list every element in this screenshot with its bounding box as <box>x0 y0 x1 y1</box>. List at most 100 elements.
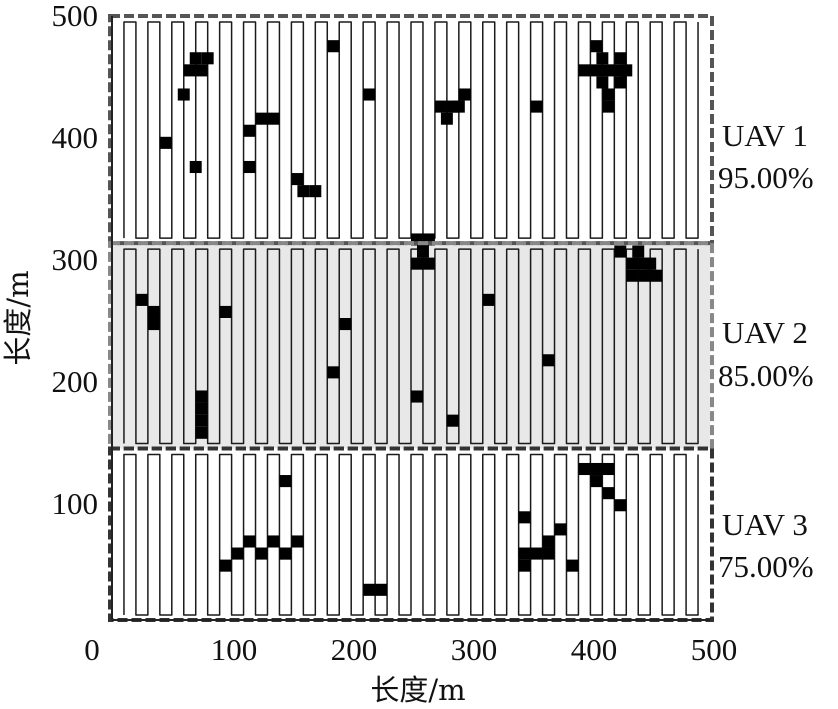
y-tick-400: 400 <box>52 120 99 155</box>
obstacle-cell <box>159 136 172 149</box>
obstacle-cell <box>626 269 639 282</box>
obstacle-cell <box>189 52 202 65</box>
obstacle-cell <box>422 233 435 246</box>
obstacle-cell <box>243 535 256 548</box>
x-tick-400: 400 <box>571 632 618 667</box>
obstacle-cell <box>195 390 208 403</box>
uav2-coverage: 85.00% <box>718 358 814 393</box>
obstacle-cell <box>147 318 160 331</box>
obstacle-cell <box>327 366 340 379</box>
obstacle-cell <box>375 583 388 596</box>
obstacle-cell <box>602 462 615 476</box>
obstacle-cell <box>243 160 256 174</box>
obstacle-cell <box>411 390 423 403</box>
uav2-name: UAV 2 <box>722 315 808 350</box>
obstacle-cell <box>219 305 232 318</box>
obstacle-cell <box>411 257 423 270</box>
y-tick-200: 200 <box>52 364 99 399</box>
obstacle-cell <box>482 293 495 306</box>
obstacle-cell <box>297 185 310 198</box>
obstacle-cell <box>614 499 627 512</box>
obstacle-cell <box>195 426 208 439</box>
obstacle-cell <box>243 124 256 137</box>
x-tick-500: 500 <box>691 632 738 667</box>
obstacle-cell <box>530 547 543 560</box>
obstacle-cell <box>452 100 465 113</box>
obstacle-cell <box>434 100 447 113</box>
obstacle-cell <box>578 462 591 476</box>
obstacle-cell <box>590 40 603 53</box>
obstacle-cell <box>542 354 555 367</box>
obstacle-cell <box>440 112 453 125</box>
uav3-name: UAV 3 <box>722 507 808 542</box>
obstacle-cells <box>135 40 663 596</box>
obstacle-cell <box>416 245 429 258</box>
x-axis-label: 长度/m <box>370 673 465 707</box>
obstacle-cell <box>147 305 160 318</box>
obstacle-cell <box>638 269 651 282</box>
obstacle-cell <box>255 112 268 125</box>
obstacle-cell <box>626 257 639 270</box>
obstacle-cell <box>201 52 214 65</box>
obstacle-cell <box>446 414 459 427</box>
y-tick-500: 500 <box>52 0 99 33</box>
obstacle-cell <box>327 40 340 53</box>
obstacle-cell <box>518 511 531 524</box>
obstacle-cell <box>614 245 627 258</box>
obstacle-cell <box>554 523 567 536</box>
obstacle-cell <box>279 475 292 488</box>
obstacle-cell <box>602 64 615 77</box>
obstacle-cell <box>458 88 471 101</box>
obstacle-cell <box>291 173 304 186</box>
obstacle-cell <box>255 547 268 560</box>
obstacle-cell <box>542 535 555 548</box>
obstacle-cell <box>620 64 633 77</box>
obstacle-cell <box>195 402 208 415</box>
obstacle-cell <box>602 100 615 113</box>
uav1-name: UAV 1 <box>722 118 808 153</box>
obstacle-cell <box>566 559 579 572</box>
obstacle-cell <box>183 64 196 77</box>
obstacle-cell <box>195 64 208 77</box>
obstacle-cell <box>189 160 202 174</box>
obstacle-cell <box>219 559 232 572</box>
x-tick-100: 100 <box>211 632 258 667</box>
obstacle-cell <box>542 547 555 560</box>
sweep-path-uav2 <box>123 248 699 445</box>
obstacle-cell <box>363 88 376 101</box>
obstacle-cell <box>195 414 208 427</box>
uav1-coverage: 95.00% <box>718 160 814 195</box>
obstacle-cell <box>590 475 603 488</box>
obstacle-cell <box>135 293 148 306</box>
obstacle-cell <box>614 52 627 65</box>
obstacle-cell <box>530 100 543 113</box>
obstacle-cell <box>267 112 280 125</box>
obstacle-cell <box>363 583 376 596</box>
obstacle-cell <box>309 185 322 198</box>
obstacle-cell <box>596 76 609 89</box>
obstacle-cell <box>578 64 591 77</box>
y-axis-label: 长度/m <box>1 270 35 365</box>
obstacle-cell <box>339 318 352 331</box>
obstacle-cell <box>632 245 645 258</box>
region-border-uav1 <box>108 14 714 246</box>
obstacle-cell <box>422 257 435 270</box>
obstacle-cell <box>411 233 423 246</box>
x-tick-200: 200 <box>331 632 378 667</box>
y-tick-300: 300 <box>52 242 99 277</box>
obstacle-cell <box>590 64 603 77</box>
obstacle-cell <box>602 487 615 500</box>
obstacle-cell <box>231 547 244 560</box>
obstacle-cell <box>291 535 304 548</box>
y-tick-100: 100 <box>52 486 99 521</box>
x-tick-300: 300 <box>451 632 498 667</box>
obstacle-cell <box>644 257 657 270</box>
obstacle-cell <box>596 52 609 65</box>
obstacle-cell <box>518 547 531 560</box>
obstacle-cell <box>614 76 627 89</box>
obstacle-cell <box>602 88 615 101</box>
x-tick-0: 0 <box>84 632 100 667</box>
uav3-coverage: 75.00% <box>718 549 814 584</box>
obstacle-cell <box>267 535 280 548</box>
